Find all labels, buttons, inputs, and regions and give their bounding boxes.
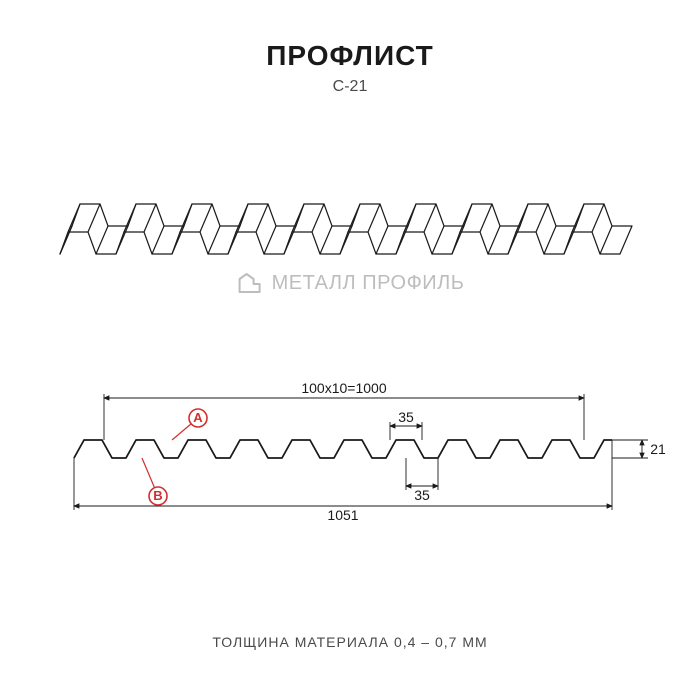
svg-text:100х10=1000: 100х10=1000 <box>301 380 386 396</box>
perspective-diagram <box>40 136 660 296</box>
technical-drawing: 100х10=1000 1051 35 35 21 A B <box>30 346 670 536</box>
svg-text:1051: 1051 <box>327 507 358 523</box>
svg-text:B: B <box>153 488 162 503</box>
svg-text:A: A <box>193 410 203 425</box>
page-title: ПРОФЛИСТ <box>266 40 433 72</box>
material-thickness: ТОЛЩИНА МАТЕРИАЛА 0,4 – 0,7 ММ <box>212 634 487 650</box>
svg-text:21: 21 <box>650 441 666 457</box>
model-code: С-21 <box>333 78 368 96</box>
svg-text:35: 35 <box>414 487 430 503</box>
svg-text:35: 35 <box>398 409 414 425</box>
